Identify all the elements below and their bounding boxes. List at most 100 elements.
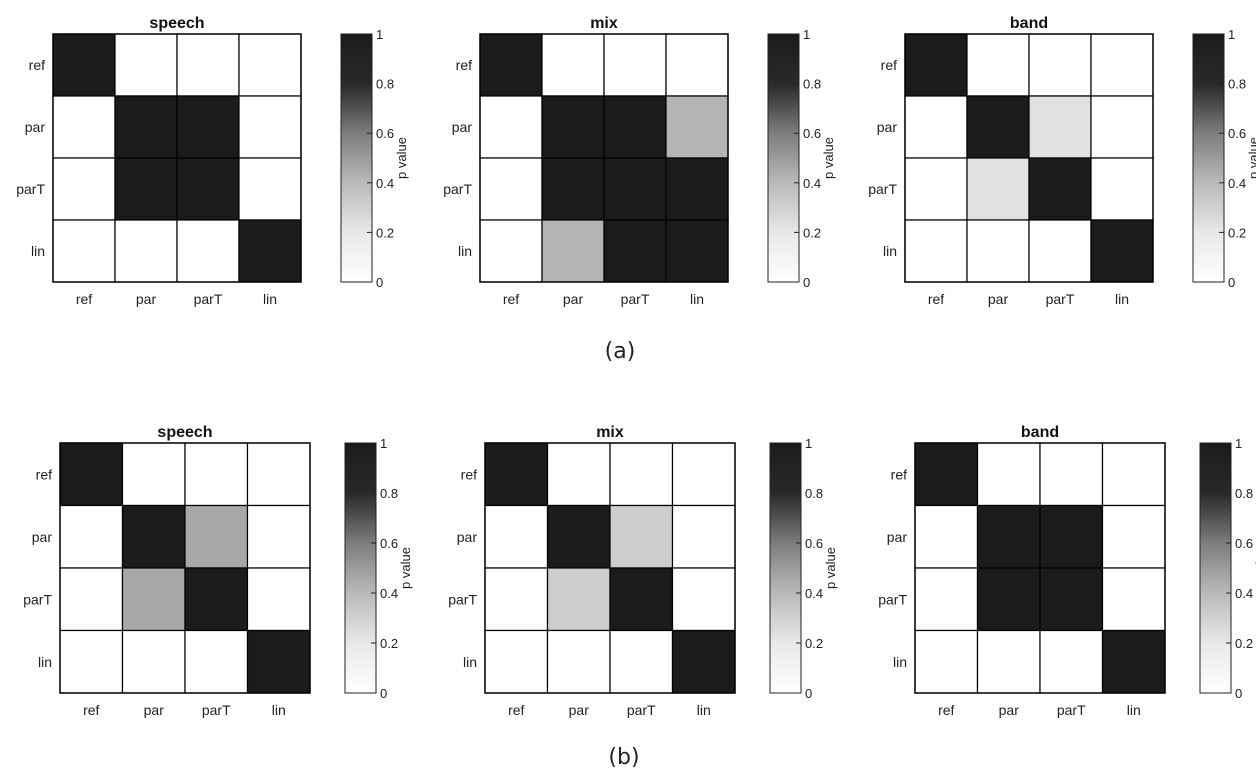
heatmap-cell [184,442,249,507]
heatmap-cell [541,219,605,283]
heatmap-cell [914,442,979,507]
colorbar-tick-label: 0 [805,686,812,701]
colorbar-tick-label: 0.2 [1235,636,1253,651]
heatmap-cell [1028,219,1092,283]
heatmap-cell [1028,95,1092,159]
heatmap-cell [1101,629,1166,694]
heatmap-cell [52,95,116,159]
heatmap-cell [114,157,178,221]
heatmap-cell [121,629,186,694]
heatmap-cell [484,629,549,694]
heatmap-cell [904,157,968,221]
plot-border [914,442,1166,694]
y-tick-label: ref [461,466,477,482]
heatmap-cell [1039,442,1104,507]
heatmap-cell [114,219,178,283]
colorbar-tick-label: 0 [1235,686,1242,701]
x-tick-label: parT [1057,702,1086,718]
x-tick-label: par [136,291,157,307]
x-tick-label: par [569,702,590,718]
x-tick-label: par [144,702,165,718]
colorbar-tick-label: 0.6 [380,536,398,551]
heatmap-cell [914,629,979,694]
y-tick-label: lin [463,654,477,670]
colorbar-label: p value [1253,547,1256,589]
heatmap-cell [976,442,1041,507]
heatmap-cell [603,157,667,221]
colorbar-tick-label: 0.4 [1228,176,1246,191]
colorbar [340,33,373,283]
colorbar-tick-label: 0.6 [805,536,823,551]
colorbar [344,442,377,694]
heatmap-cell [484,442,549,507]
heatmap-cell [52,157,116,221]
heatmap-cell [1039,629,1104,694]
x-tick-label: lin [690,291,704,307]
colorbar-tick-label: 0.4 [803,176,821,191]
x-tick-label: par [988,291,1009,307]
heatmap-cell [176,33,240,97]
x-tick-label: ref [83,702,99,718]
colorbar [1199,442,1232,694]
y-tick-label: parT [448,591,477,607]
x-tick-label: lin [263,291,277,307]
x-tick-label: parT [627,702,656,718]
heatmap-cell [966,95,1030,159]
y-tick-label: parT [23,591,52,607]
heatmap-mix-a: mix ref par parT lin ref par parT lin 0 0.2 0.4 0.6 0… [443,15,836,307]
colorbar-tick-label: 0.8 [805,486,823,501]
heatmap-cell [904,33,968,97]
colorbar-tick-label: 0.4 [376,176,394,191]
x-tick-label: parT [202,702,231,718]
chart-title: speech [157,424,212,441]
colorbar-tick-label: 0 [380,686,387,701]
heatmap-cell [121,442,186,507]
colorbar-label: p value [398,547,413,589]
heatmap-cell [479,95,543,159]
y-tick-label: par [25,119,46,135]
heatmap-speech-a: speech ref par parT lin ref par parT lin 0 0.2 0.4 0… [16,15,409,307]
colorbar-label: p value [823,547,838,589]
heatmap-cell [1090,95,1154,159]
colorbar-tick-label: 0.6 [376,126,394,141]
heatmap-cell [966,219,1030,283]
colorbar-tick-label: 0.4 [805,586,823,601]
heatmap-cell [184,567,249,632]
heatmap-cell [966,157,1030,221]
heatmap-cell [52,33,116,97]
y-tick-label: parT [443,181,472,197]
heatmap-cell [479,157,543,221]
heatmap-cell [1090,157,1154,221]
colorbar-tick-label: 0.8 [803,77,821,92]
x-tick-label: parT [621,291,650,307]
colorbar-label: p value [1246,137,1256,179]
x-tick-label: ref [508,702,524,718]
heatmap-cell [184,629,249,694]
heatmap-cell [904,95,968,159]
colorbar-tick-label: 0.2 [803,225,821,240]
y-tick-label: ref [29,57,45,73]
colorbar-tick-label: 1 [805,436,812,451]
colorbar-tick-label: 0.6 [1228,126,1246,141]
heatmap-cell [671,504,736,569]
chart-title: speech [149,15,204,32]
colorbar-label: p value [394,137,409,179]
colorbar-tick-label: 1 [1235,436,1242,451]
heatmap-cell [976,567,1041,632]
heatmap-cell [1039,567,1104,632]
y-tick-label: ref [456,57,472,73]
plot-border [484,442,736,694]
heatmap-cell [665,33,729,97]
y-tick-label: ref [36,466,52,482]
colorbar-tick-label: 0.8 [380,486,398,501]
x-tick-label: par [999,702,1020,718]
heatmap-cell [176,157,240,221]
heatmap-cell [114,33,178,97]
heatmap-cell [59,567,124,632]
y-tick-label: lin [31,243,45,259]
heatmap-cell [246,567,311,632]
heatmap-cell [546,567,611,632]
heatmap-cell [541,33,605,97]
colorbar-tick-label: 0 [376,275,383,290]
heatmap-cell [1039,504,1104,569]
